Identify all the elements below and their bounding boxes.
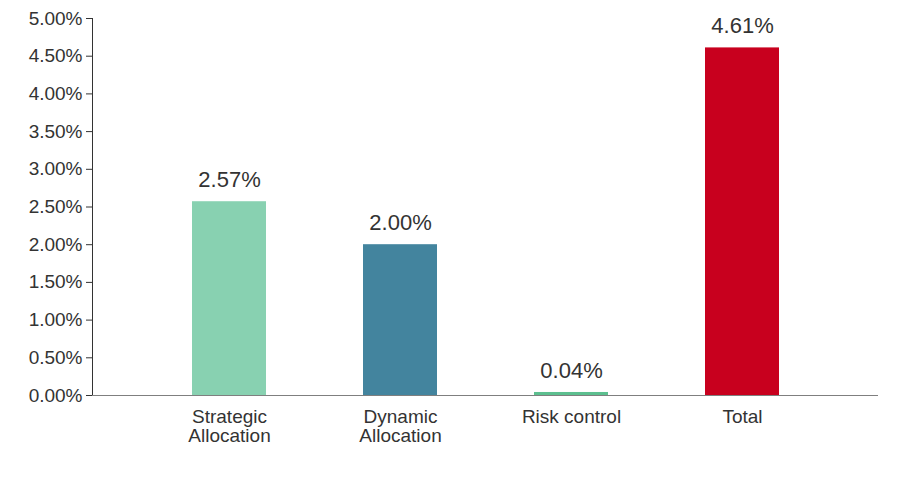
svg-text:1.50%: 1.50% xyxy=(29,271,83,292)
svg-text:4.50%: 4.50% xyxy=(29,45,83,66)
svg-text:2.50%: 2.50% xyxy=(29,196,83,217)
svg-text:DynamicAllocation: DynamicAllocation xyxy=(359,406,441,446)
svg-text:3.00%: 3.00% xyxy=(29,158,83,179)
svg-text:0.50%: 0.50% xyxy=(29,347,83,368)
svg-text:4.00%: 4.00% xyxy=(29,83,83,104)
svg-text:5.00%: 5.00% xyxy=(29,8,83,29)
svg-text:StrategicAllocation: StrategicAllocation xyxy=(188,406,270,446)
svg-text:Total: Total xyxy=(722,406,762,427)
svg-text:Risk control: Risk control xyxy=(522,406,621,427)
svg-text:2.57%: 2.57% xyxy=(198,167,260,192)
svg-text:2.00%: 2.00% xyxy=(29,234,83,255)
svg-text:0.04%: 0.04% xyxy=(540,358,602,383)
svg-text:0.00%: 0.00% xyxy=(29,385,83,406)
svg-text:4.61%: 4.61% xyxy=(711,13,773,38)
svg-text:3.50%: 3.50% xyxy=(29,121,83,142)
svg-text:2.00%: 2.00% xyxy=(369,210,431,235)
svg-text:1.00%: 1.00% xyxy=(29,309,83,330)
